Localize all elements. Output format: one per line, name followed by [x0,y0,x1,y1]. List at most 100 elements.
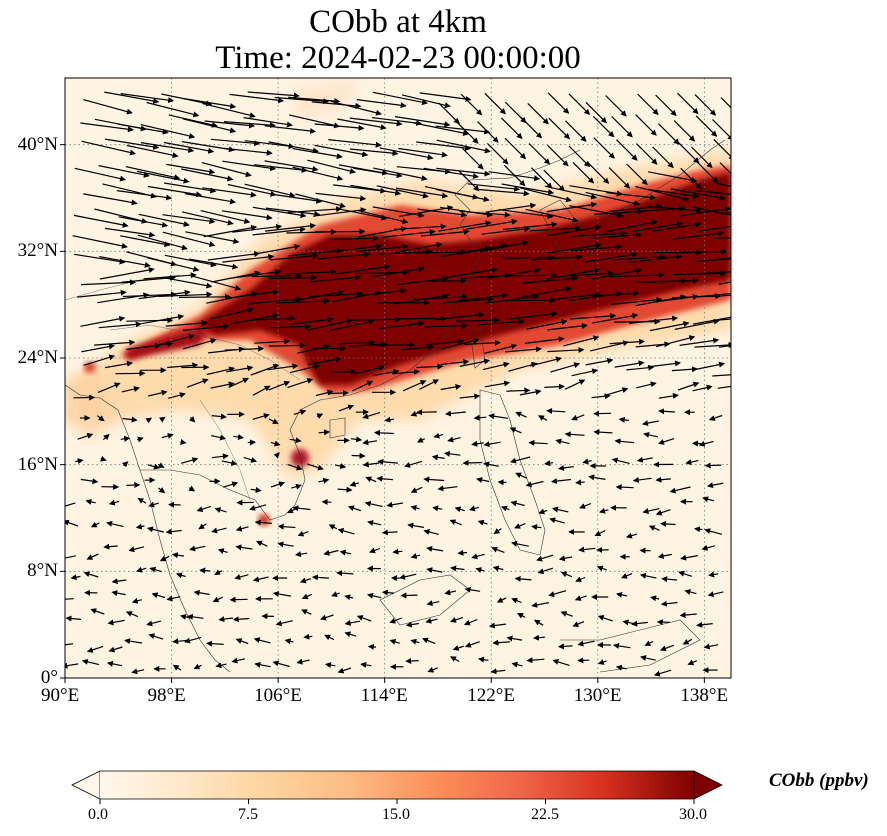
wind-arrow [569,205,624,219]
wind-arrow [347,505,362,512]
wind-arrow [292,505,311,512]
wind-arrow [564,431,585,438]
wind-arrow [533,634,545,641]
wind-arrow [193,663,202,670]
wind-arrow [658,392,679,399]
wind-arrow [244,183,296,198]
wind-arrow [438,220,492,232]
wind-arrow [660,600,678,607]
lat-tick-label: 24°N [17,347,58,368]
wind-arrow [171,552,184,559]
wind-arrow [483,461,499,468]
wind-arrow [111,590,126,597]
wind-arrow [669,486,691,494]
wind-arrow [108,646,123,653]
wind-arrow [357,243,409,253]
wind-arrow [338,404,355,412]
wind-arrow [329,235,380,242]
colorbar-tick-2: 15.0 [382,806,410,823]
wind-arrow [551,291,602,301]
wind-arrow [151,592,166,599]
wind-arrow [703,643,719,650]
wind-arrow [454,506,465,513]
wind-arrow [488,413,508,420]
wind-arrow [546,267,601,280]
wind-arrow [462,148,484,170]
wind-arrow [206,640,224,647]
wind-arrow [108,499,120,506]
wind-arrow [543,169,565,192]
lon-tick-label: 106°E [254,685,302,706]
wind-arrow [235,544,253,551]
wind-arrow [587,162,610,184]
wind-arrow [330,389,349,396]
wind-arrow [558,464,574,471]
wind-arrow [410,638,420,645]
wind-arrow [367,520,382,526]
wind-arrow [376,185,429,199]
wind-arrow [80,478,99,485]
wind-arrow [574,595,587,601]
wind-arrow [228,377,250,388]
wind-arrow [544,460,554,467]
wind-arrow [414,249,468,256]
wind-arrow [631,620,648,627]
wind-arrow [325,662,336,669]
wind-arrow [356,615,372,622]
wind-arrow [249,504,267,511]
wind-arrow [131,668,145,675]
wind-arrow [289,437,302,444]
wind-arrow [590,290,640,297]
wind-arrow [605,219,658,233]
wind-arrow [398,147,448,158]
wind-arrow [661,576,678,583]
wind-arrow [563,335,600,347]
wind-arrow [350,436,363,443]
wind-arrow [178,293,231,300]
wind-arrow [166,595,181,602]
wind-arrow [121,461,129,468]
wind-arrow [597,659,607,665]
wind-arrow [337,667,352,674]
wind-arrow [337,118,387,131]
wind-arrow [655,476,671,483]
wind-arrow [435,188,490,203]
wind-arrow [692,384,713,392]
wind-arrow [372,368,400,377]
wind-arrow [165,528,182,535]
wind-arrow [547,346,585,353]
wind-arrow [642,420,659,427]
wind-arrow [267,363,299,371]
wind-arrow [585,191,641,207]
wind-arrow [678,248,728,255]
wind-arrow [222,160,277,172]
wind-arrow [297,344,331,354]
wind-arrow [167,362,199,369]
wind-arrow [291,483,302,490]
wind-arrow [386,501,403,508]
wind-arrow [419,92,472,102]
wind-arrow [570,243,623,252]
wind-arrow [211,453,229,460]
wind-arrow [168,392,186,399]
lon-tick-label: 122°E [467,685,515,706]
wind-arrow [329,319,375,332]
wind-arrow [186,378,209,388]
wind-arrow [315,192,367,202]
wind-arrow [210,434,227,441]
wind-arrow [437,485,458,492]
map-title-line1: CObb at 4km [309,4,487,40]
wind-arrow [207,251,261,261]
wind-arrow [696,292,731,298]
wind-arrow [284,638,294,645]
wind-arrow [655,509,671,516]
wind-arrow [301,593,313,600]
wind-arrow [126,144,179,159]
wind-arrow [460,93,483,116]
wind-arrow [349,341,388,348]
lon-tick-label: 98°E [147,685,186,706]
wind-arrow [99,267,155,280]
wind-arrow [707,482,724,489]
wind-arrow [65,555,76,562]
wind-arrow [272,591,291,598]
